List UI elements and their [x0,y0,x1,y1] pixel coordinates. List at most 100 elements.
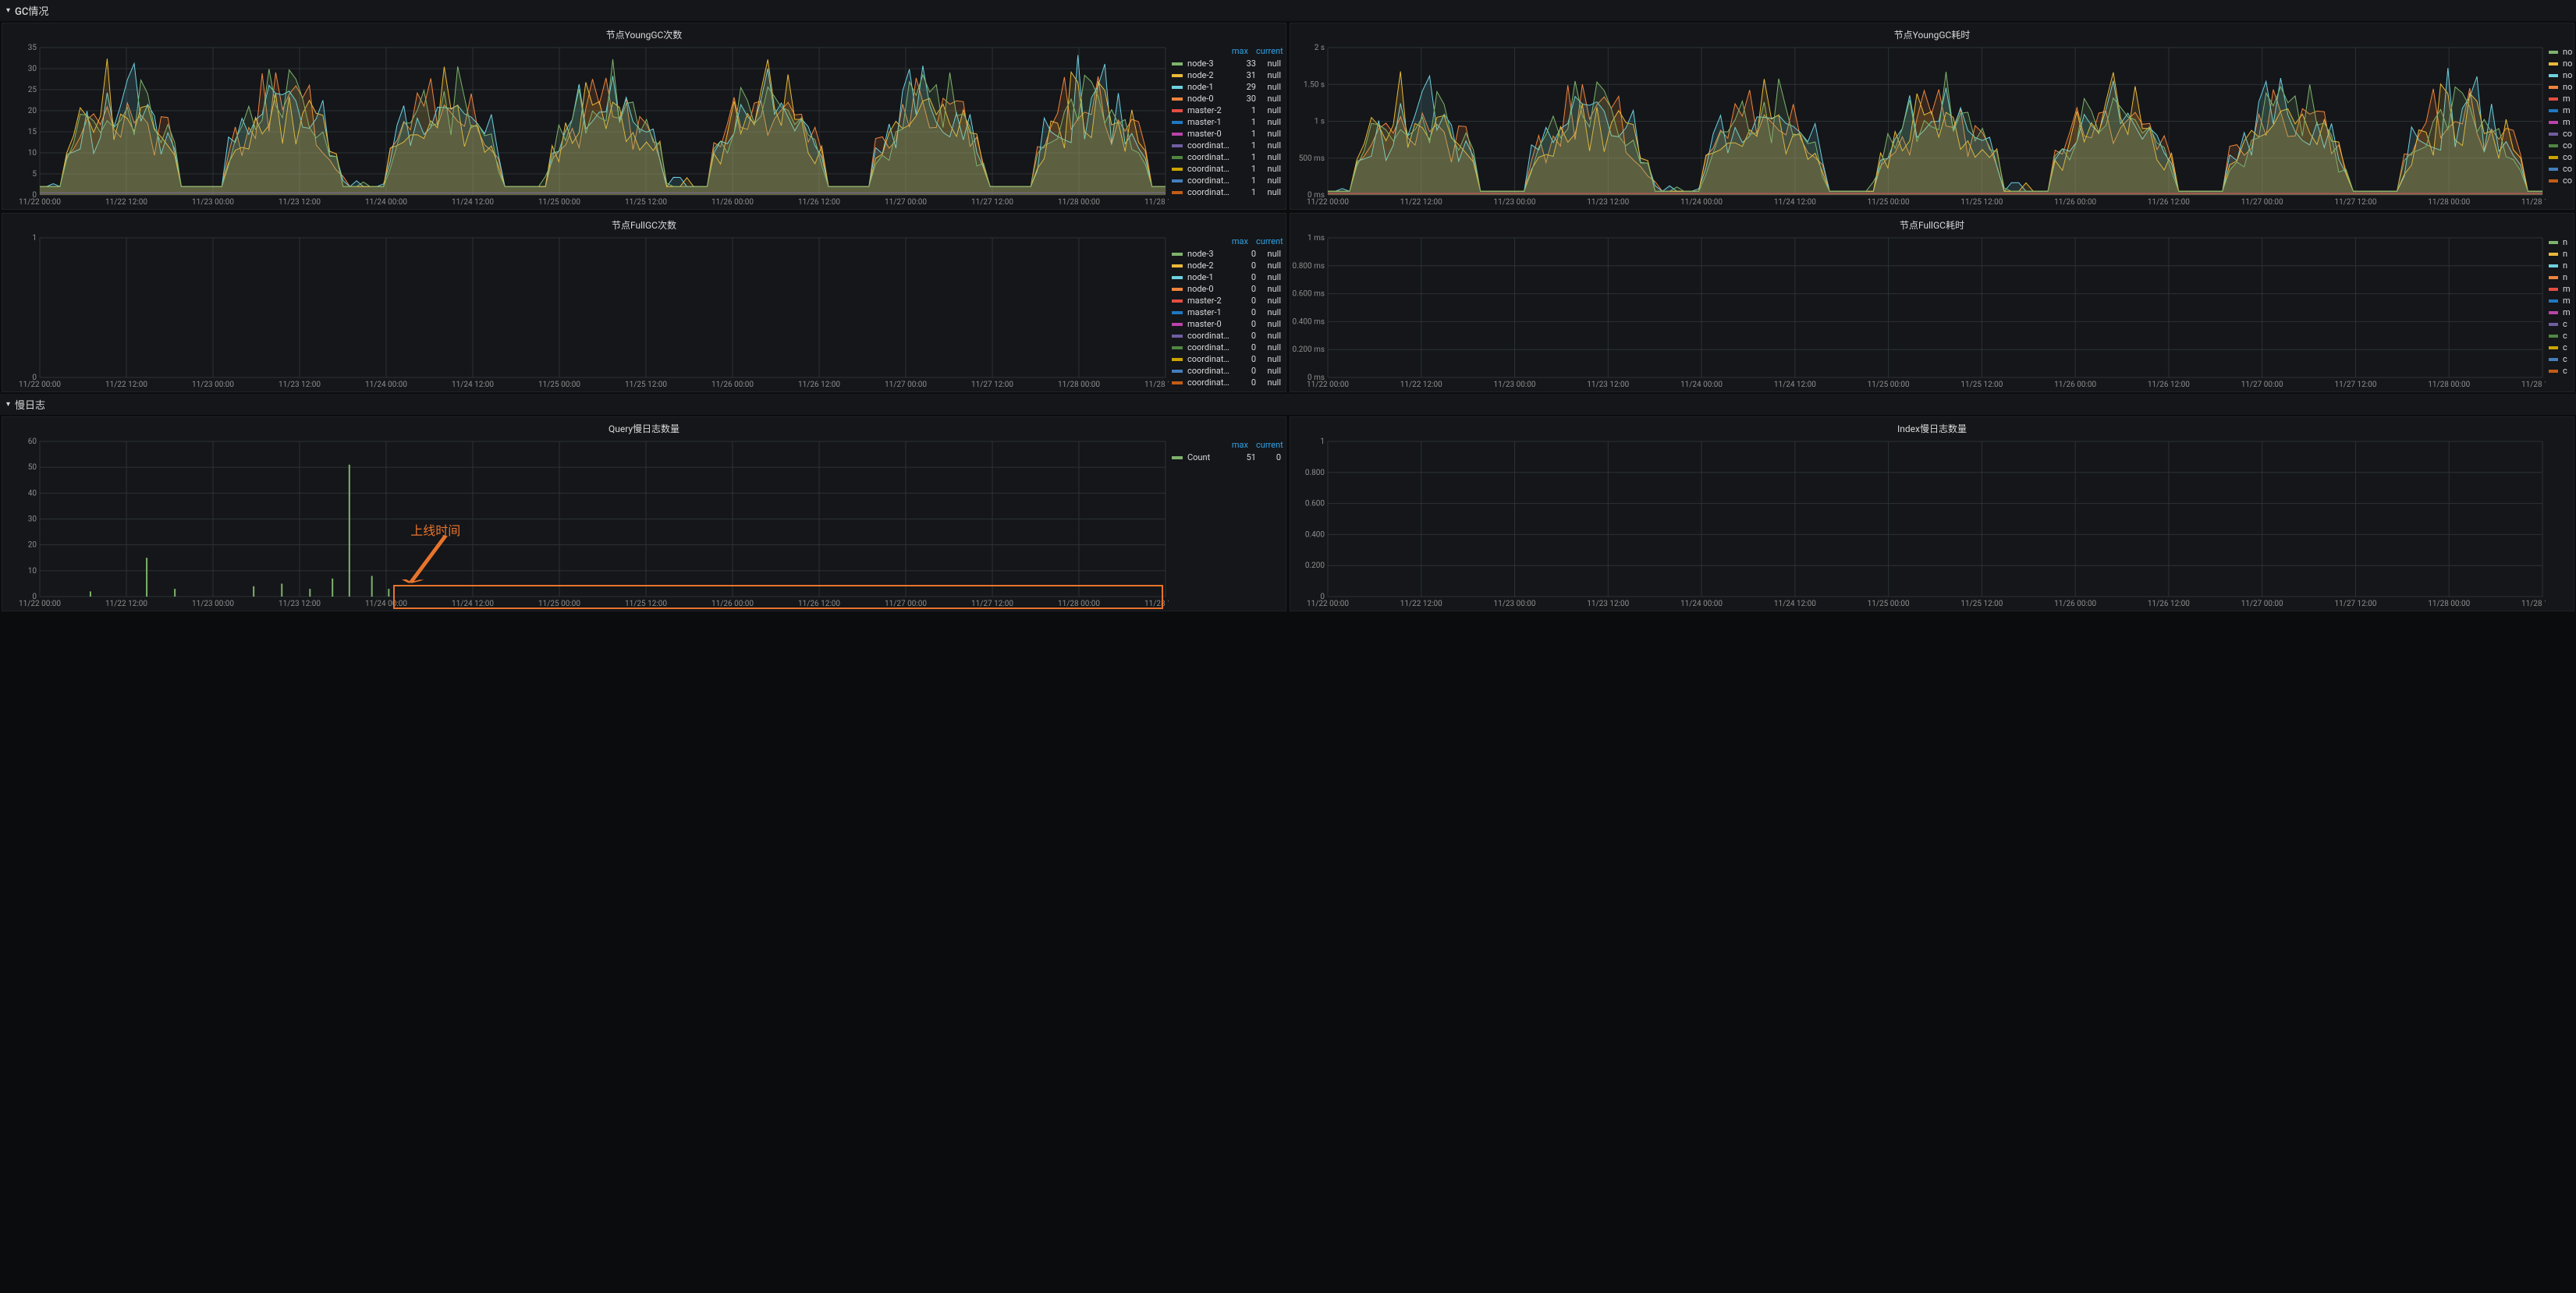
legend [2546,437,2574,611]
svg-text:11/24 00:00: 11/24 00:00 [1680,198,1723,207]
legend-label: no [2563,58,2572,69]
legend-item[interactable]: node-231null [1172,69,1281,81]
chart-area[interactable]: 0111/22 00:0011/22 12:0011/23 00:0011/23… [2,233,1169,391]
legend-item[interactable]: n [2549,248,2569,260]
legend-label: node-2 [1187,70,1231,80]
legend-header-max[interactable]: max [1223,46,1248,56]
legend-item[interactable]: m [2549,116,2569,128]
legend-item[interactable]: node-333null [1172,58,1281,69]
legend-swatch [1172,335,1183,338]
legend-current: null [1256,319,1281,329]
panel-title: Index慢日志数量 [1290,417,2574,437]
legend-item[interactable]: co [2549,151,2569,163]
legend-header-current[interactable]: current [1256,236,1281,246]
legend-item[interactable]: n [2549,271,2569,283]
svg-text:0.600 ms: 0.600 ms [1292,290,1325,299]
panel-index-slow[interactable]: Index慢日志数量 00.2000.4000.6000.800111/22 0… [1290,416,2574,611]
legend-label: coordinating-6 [1187,342,1231,352]
legend-item[interactable]: c [2549,353,2569,365]
legend-item[interactable]: no [2549,46,2569,58]
panel-query-slow[interactable]: Query慢日志数量 010203040506011/22 00:0011/22… [2,416,1286,611]
legend-item[interactable]: master-20null [1172,295,1281,306]
legend-swatch [2549,323,2558,326]
legend-item[interactable]: master-10null [1172,306,1281,318]
legend-item[interactable]: coordinating-60null [1172,342,1281,353]
legend-item[interactable]: co [2549,128,2569,140]
legend-header-current[interactable]: current [1256,440,1281,450]
legend-item[interactable]: m [2549,105,2569,116]
legend-item[interactable]: m [2549,93,2569,105]
svg-text:11/24 12:00: 11/24 12:00 [1774,381,1816,389]
legend-item[interactable]: coordinating-40null [1172,365,1281,377]
legend-item[interactable]: c [2549,342,2569,353]
chart-area[interactable]: 0 ms0.200 ms0.400 ms0.600 ms0.800 ms1 ms… [1290,233,2546,391]
legend-item[interactable]: m [2549,295,2569,306]
legend-item[interactable]: no [2549,58,2569,69]
legend-item[interactable]: coordinating-31null [1172,186,1281,198]
legend-item[interactable]: master-00null [1172,318,1281,330]
legend-item[interactable]: no [2549,69,2569,81]
legend-item[interactable]: m [2549,306,2569,318]
panel-young-gc-time[interactable]: 节点YoungGC耗时 0 ms500 ms1 s1.50 s2 s11/22 … [1290,23,2574,210]
legend-item[interactable]: co [2549,175,2569,186]
chart-area[interactable]: 0510152025303511/22 00:0011/22 12:0011/2… [2,43,1169,209]
panel-young-gc-count[interactable]: 节点YoungGC次数 0510152025303511/22 00:0011/… [2,23,1286,210]
legend-max: 0 [1231,296,1256,306]
svg-text:11/24 12:00: 11/24 12:00 [452,381,494,389]
legend-current: null [1256,187,1281,197]
legend-item[interactable]: co [2549,140,2569,151]
svg-text:1 ms: 1 ms [1308,234,1325,243]
legend-item[interactable]: node-30null [1172,248,1281,260]
svg-text:15: 15 [28,128,37,136]
legend-label: n [2563,272,2567,282]
legend-item[interactable]: coordinating-30null [1172,377,1281,388]
legend-header-max[interactable]: max [1223,440,1248,450]
svg-text:11/23 12:00: 11/23 12:00 [1587,381,1629,389]
legend-item[interactable]: node-00null [1172,283,1281,295]
legend-item[interactable]: master-11null [1172,116,1281,128]
chart-area[interactable]: 0 ms500 ms1 s1.50 s2 s11/22 00:0011/22 1… [1290,43,2546,209]
chart-area[interactable]: 010203040506011/22 00:0011/22 12:0011/23… [2,437,1169,611]
legend-item[interactable]: c [2549,330,2569,342]
legend-item[interactable]: master-01null [1172,128,1281,140]
legend-current: null [1256,284,1281,294]
legend-item[interactable]: n [2549,236,2569,248]
panel-full-gc-time[interactable]: 节点FullGC耗时 0 ms0.200 ms0.400 ms0.600 ms0… [1290,213,2574,392]
svg-text:11/24 00:00: 11/24 00:00 [365,600,407,608]
legend-swatch [1172,288,1183,291]
legend-header-max[interactable]: max [1223,236,1248,246]
legend-item[interactable]: coordinating-51null [1172,163,1281,175]
legend-item[interactable]: m [2549,283,2569,295]
legend-item[interactable]: Count510 [1172,452,1281,463]
section-header-slowlog[interactable]: ▾ 慢日志 [0,394,2576,415]
svg-text:25: 25 [28,86,37,94]
legend-swatch [2549,168,2558,171]
legend-item[interactable]: no [2549,81,2569,93]
legend-label: co [2563,164,2572,174]
svg-text:500 ms: 500 ms [1299,154,1325,163]
legend-item[interactable]: co [2549,163,2569,175]
legend-item[interactable]: coordinating-50null [1172,353,1281,365]
legend-item[interactable]: node-10null [1172,271,1281,283]
legend-item[interactable]: node-030null [1172,93,1281,105]
legend-swatch [2549,97,2558,101]
legend-item[interactable]: c [2549,365,2569,377]
legend-header-current[interactable]: current [1256,46,1281,56]
legend-item[interactable]: coordinating-70null [1172,330,1281,342]
panel-full-gc-count[interactable]: 节点FullGC次数 0111/22 00:0011/22 12:0011/23… [2,213,1286,392]
section-title: GC情况 [15,3,48,18]
legend-item[interactable]: n [2549,260,2569,271]
legend-item[interactable]: coordinating-61null [1172,151,1281,163]
legend-item[interactable]: master-21null [1172,105,1281,116]
svg-text:11/26 12:00: 11/26 12:00 [798,381,840,389]
legend-max: 0 [1231,342,1256,352]
legend-item[interactable]: c [2549,318,2569,330]
section-header-gc[interactable]: ▾ GC情况 [0,0,2576,21]
legend-item[interactable]: node-20null [1172,260,1281,271]
legend-item[interactable]: coordinating-71null [1172,140,1281,151]
legend-item[interactable]: coordinating-41null [1172,175,1281,186]
legend-item[interactable]: node-129null [1172,81,1281,93]
chart-area[interactable]: 00.2000.4000.6000.800111/22 00:0011/22 1… [1290,437,2546,611]
legend-max: 0 [1231,377,1256,388]
legend-max: 1 [1231,187,1256,197]
